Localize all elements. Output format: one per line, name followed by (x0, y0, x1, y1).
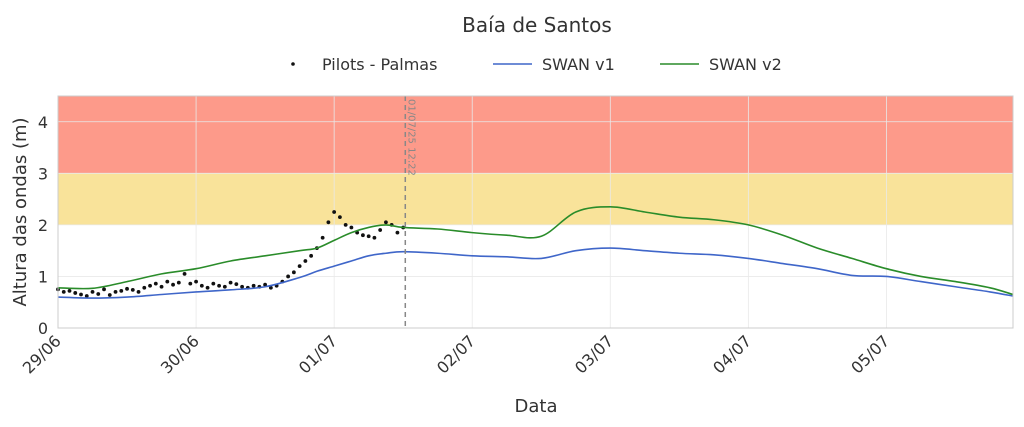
data-point-pilots-palmas-10 (113, 290, 118, 294)
data-point-pilots-palmas-28 (217, 283, 221, 288)
data-point-pilots-palmas-37 (268, 285, 273, 290)
x-tick-label-0: 29/06 (19, 331, 65, 377)
y-tick-label-1: 1 (38, 267, 48, 286)
data-point-pilots-palmas-36 (263, 282, 268, 287)
data-point-pilots-palmas-7 (96, 292, 101, 296)
data-point-pilots-palmas-23 (188, 281, 193, 286)
data-point-pilots-palmas-59 (395, 230, 400, 235)
data-point-pilots-palmas-40 (286, 274, 291, 279)
plot-area: 01/07/25 12:22 (56, 96, 1014, 329)
data-point-pilots-palmas-26 (205, 285, 210, 290)
data-point-pilots-palmas-9 (107, 293, 112, 297)
data-point-pilots-palmas-16 (148, 283, 152, 288)
data-point-pilots-palmas-15 (142, 285, 147, 290)
data-point-pilots-palmas-56 (378, 228, 383, 232)
legend-marker-pilots-palmas (291, 62, 295, 66)
y-tick-label-4: 4 (38, 113, 48, 132)
data-point-pilots-palmas-51 (349, 225, 354, 230)
data-point-pilots-palmas-12 (125, 286, 129, 291)
data-point-pilots-palmas-46 (320, 235, 325, 240)
data-point-pilots-palmas-43 (303, 259, 308, 263)
legend-label-swan-v1: SWAN v1 (542, 55, 615, 74)
data-point-pilots-palmas-29 (222, 284, 227, 289)
x-tick-label-2: 01/07 (295, 331, 341, 377)
data-point-pilots-palmas-50 (343, 222, 348, 227)
data-point-pilots-palmas-1 (61, 290, 66, 294)
data-point-pilots-palmas-55 (372, 235, 377, 240)
x-tick-label-6: 05/07 (847, 331, 893, 377)
data-point-pilots-palmas-24 (194, 279, 198, 284)
data-point-pilots-palmas-49 (337, 215, 342, 220)
data-point-pilots-palmas-20 (171, 282, 175, 287)
data-point-pilots-palmas-47 (326, 220, 331, 225)
data-point-pilots-palmas-27 (211, 281, 216, 286)
y-axis-label: Altura das ondas (m) (10, 117, 31, 306)
data-point-pilots-palmas-8 (102, 287, 106, 292)
x-tick-label-1: 30/06 (157, 331, 203, 377)
data-point-pilots-palmas-34 (251, 283, 256, 288)
series-line-swan-v1 (57, 247, 1014, 299)
data-point-pilots-palmas-18 (159, 284, 164, 289)
data-point-pilots-palmas-57 (384, 220, 388, 225)
data-point-pilots-palmas-11 (119, 288, 124, 293)
data-point-pilots-palmas-3 (73, 291, 78, 295)
data-point-pilots-palmas-25 (199, 283, 204, 288)
data-point-pilots-palmas-19 (165, 279, 170, 284)
x-axis-label: Data (515, 396, 558, 417)
data-point-pilots-palmas-53 (361, 233, 365, 238)
y-tick-label-2: 2 (38, 216, 48, 235)
data-point-pilots-palmas-48 (332, 210, 337, 214)
data-point-pilots-palmas-21 (176, 280, 181, 285)
chart-title: Baía de Santos (462, 13, 612, 37)
data-point-pilots-palmas-32 (240, 284, 244, 289)
data-point-pilots-palmas-6 (90, 290, 95, 294)
data-point-pilots-palmas-22 (182, 271, 187, 276)
data-point-pilots-palmas-2 (67, 288, 72, 293)
data-point-pilots-palmas-31 (234, 282, 239, 287)
threshold-band-0 (58, 96, 1013, 174)
data-point-pilots-palmas-41 (291, 270, 296, 275)
data-point-pilots-palmas-54 (366, 234, 371, 239)
current-time-label: 01/07/25 12:22 (405, 99, 416, 176)
legend: Pilots - Palmas SWAN v1 SWAN v2 (291, 55, 782, 74)
legend-label-pilots-palmas: Pilots - Palmas (322, 55, 437, 74)
data-point-pilots-palmas-14 (136, 290, 141, 294)
data-point-pilots-palmas-30 (228, 280, 233, 285)
data-point-pilots-palmas-44 (309, 253, 314, 258)
x-tick-label-4: 03/07 (571, 331, 617, 377)
data-point-pilots-palmas-17 (153, 281, 158, 286)
data-point-pilots-palmas-42 (297, 264, 302, 269)
data-point-pilots-palmas-4 (79, 292, 83, 297)
threshold-band-1 (58, 173, 1013, 225)
x-tick-label-3: 02/07 (433, 331, 479, 377)
x-tick-label-5: 04/07 (709, 331, 755, 377)
y-tick-label-3: 3 (38, 164, 48, 183)
plot-frame (57, 95, 1014, 329)
legend-label-swan-v2: SWAN v2 (709, 55, 782, 74)
data-point-pilots-palmas-13 (130, 287, 135, 292)
series-line-swan-v2 (57, 206, 1014, 296)
data-point-pilots-palmas-5 (84, 294, 89, 298)
y-tick-label-0: 0 (38, 319, 48, 338)
